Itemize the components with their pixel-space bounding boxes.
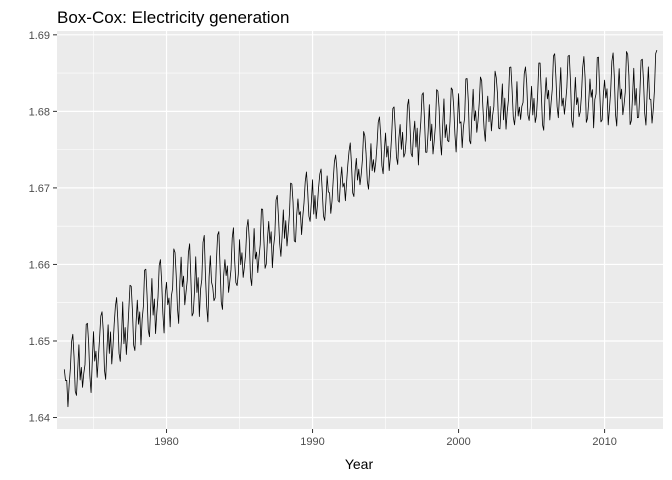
y-tick-label: 1.68 xyxy=(29,106,50,118)
x-axis-title: Year xyxy=(345,456,374,472)
y-tick-label: 1.65 xyxy=(29,336,50,348)
chart-title: Box-Cox: Electricity generation xyxy=(57,8,289,27)
series-line xyxy=(63,49,658,408)
x-tick-label: 2000 xyxy=(446,436,470,448)
axis-ticks: 1980 1990 2000 2010 1.64 1.65 1.66 1.67 1.68 1.69 xyxy=(29,30,617,448)
y-tick-label: 1.64 xyxy=(29,413,50,425)
y-tick-label: 1.67 xyxy=(29,183,50,195)
y-tick-label: 1.66 xyxy=(29,259,50,271)
x-tick-label: 1990 xyxy=(300,436,324,448)
y-tick-label: 1.69 xyxy=(29,30,50,42)
plot-panel xyxy=(57,31,663,429)
x-tick-label: 2010 xyxy=(592,436,616,448)
series xyxy=(63,49,658,408)
x-tick-label: 1980 xyxy=(154,436,178,448)
